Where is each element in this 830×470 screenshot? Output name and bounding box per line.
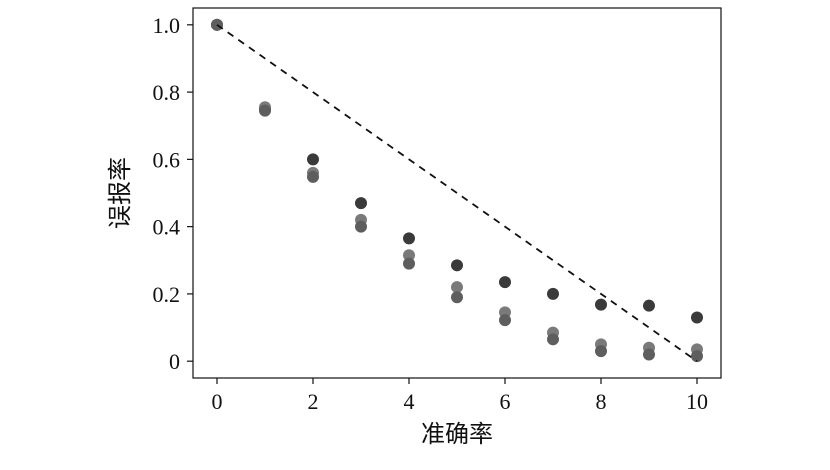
data-point-series-1 [499, 276, 511, 289]
chart-marks [211, 18, 703, 363]
data-point-series-1 [547, 287, 559, 300]
y-tick-label: 0 [169, 349, 180, 374]
data-point-series-1 [691, 311, 703, 324]
data-point-series-3 [547, 333, 559, 346]
data-point-series-3 [691, 350, 703, 363]
x-tick-label: 10 [686, 389, 708, 414]
x-tick-label: 2 [308, 389, 319, 414]
y-tick-label: 1.0 [153, 13, 181, 38]
data-point-series-3 [403, 257, 415, 270]
data-point-series-2 [451, 281, 463, 294]
data-point-series-3 [595, 345, 607, 358]
data-point-series-1 [595, 298, 607, 311]
y-tick-label: 0.4 [153, 215, 181, 240]
y-axis: 0 0.2 0.4 0.6 0.8 1.0 [153, 13, 193, 374]
plot-frame [192, 7, 722, 379]
data-point-series-3 [451, 291, 463, 304]
data-point-series-1 [643, 299, 655, 312]
reference-dashed-line [216, 24, 698, 362]
data-point-series-3 [499, 314, 511, 327]
data-point-series-1 [355, 197, 367, 210]
x-axis-label: 准确率 [421, 421, 493, 448]
data-point-series-3 [355, 220, 367, 233]
x-tick-label: 0 [212, 389, 223, 414]
data-point-series-1 [307, 153, 319, 166]
y-tick-label: 0.8 [153, 80, 181, 105]
data-point-series-3 [259, 104, 271, 117]
data-point-series-1 [451, 259, 463, 272]
x-tick-label: 4 [404, 389, 415, 414]
x-tick-label: 8 [596, 389, 607, 414]
data-point-series-3 [643, 348, 655, 361]
data-point-series-1 [403, 232, 415, 245]
data-point-series-3 [307, 170, 319, 183]
y-axis-label: 误报率 [107, 157, 134, 229]
data-point-series-2 [403, 249, 415, 262]
x-tick-label: 6 [500, 389, 511, 414]
y-tick-label: 0.2 [153, 282, 181, 307]
x-axis: 0 2 4 6 8 10 [212, 378, 708, 414]
y-tick-label: 0.6 [153, 147, 181, 172]
